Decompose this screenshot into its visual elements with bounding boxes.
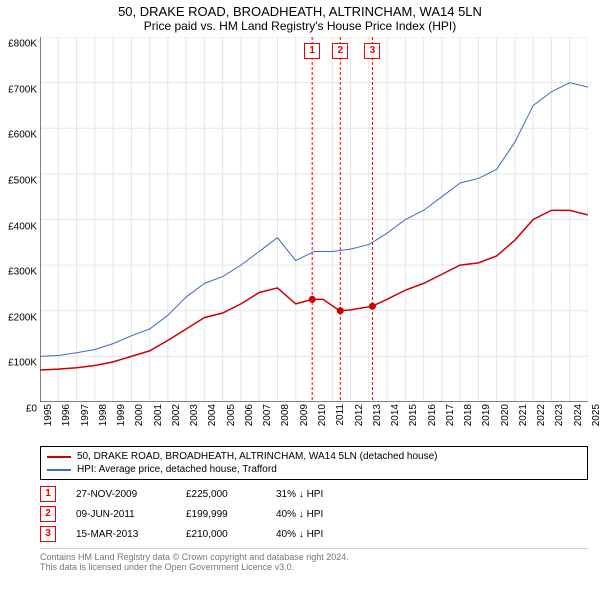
sales-table: 1 27-NOV-2009 £225,000 31% ↓ HPI2 09-JUN…: [40, 484, 588, 544]
footer-line: This data is licensed under the Open Gov…: [40, 562, 588, 572]
sale-date: 15-MAR-2013: [76, 529, 166, 540]
sale-date: 09-JUN-2011: [76, 509, 166, 520]
sale-price: £225,000: [186, 489, 256, 500]
sale-row: 2 09-JUN-2011 £199,999 40% ↓ HPI: [40, 504, 588, 524]
sale-delta: 31% ↓ HPI: [276, 489, 323, 500]
sale-marker-icon: 2: [40, 506, 56, 522]
y-axis-labels: £0£100K£200K£300K£400K£500K£600K£700K£80…: [0, 44, 40, 409]
chart-subtitle: Price paid vs. HM Land Registry's House …: [0, 19, 600, 37]
sale-marker-box: 3: [364, 43, 380, 59]
legend-row: HPI: Average price, detached house, Traf…: [47, 463, 581, 476]
legend-swatch: [47, 469, 71, 471]
legend-swatch: [47, 456, 71, 458]
sale-marker-box: 2: [332, 43, 348, 59]
attribution-footer: Contains HM Land Registry data © Crown c…: [40, 548, 588, 572]
chart-title: 50, DRAKE ROAD, BROADHEATH, ALTRINCHAM, …: [0, 0, 600, 19]
sale-marker-box: 1: [304, 43, 320, 59]
legend: 50, DRAKE ROAD, BROADHEATH, ALTRINCHAM, …: [40, 446, 588, 480]
sale-price: £210,000: [186, 529, 256, 540]
sale-delta: 40% ↓ HPI: [276, 509, 323, 520]
sale-marker-icon: 3: [40, 526, 56, 542]
legend-label: 50, DRAKE ROAD, BROADHEATH, ALTRINCHAM, …: [77, 451, 438, 462]
sale-row: 3 15-MAR-2013 £210,000 40% ↓ HPI: [40, 524, 588, 544]
sale-marker-boxes: 123: [40, 37, 588, 402]
sale-marker-icon: 1: [40, 486, 56, 502]
legend-label: HPI: Average price, detached house, Traf…: [77, 464, 277, 475]
price-chart: 123: [40, 37, 588, 402]
footer-line: Contains HM Land Registry data © Crown c…: [40, 552, 588, 562]
legend-row: 50, DRAKE ROAD, BROADHEATH, ALTRINCHAM, …: [47, 450, 581, 463]
sale-date: 27-NOV-2009: [76, 489, 166, 500]
x-axis-labels: 1995199619971998199920002001200220032004…: [40, 402, 588, 442]
sale-price: £199,999: [186, 509, 256, 520]
sale-delta: 40% ↓ HPI: [276, 529, 323, 540]
sale-row: 1 27-NOV-2009 £225,000 31% ↓ HPI: [40, 484, 588, 504]
